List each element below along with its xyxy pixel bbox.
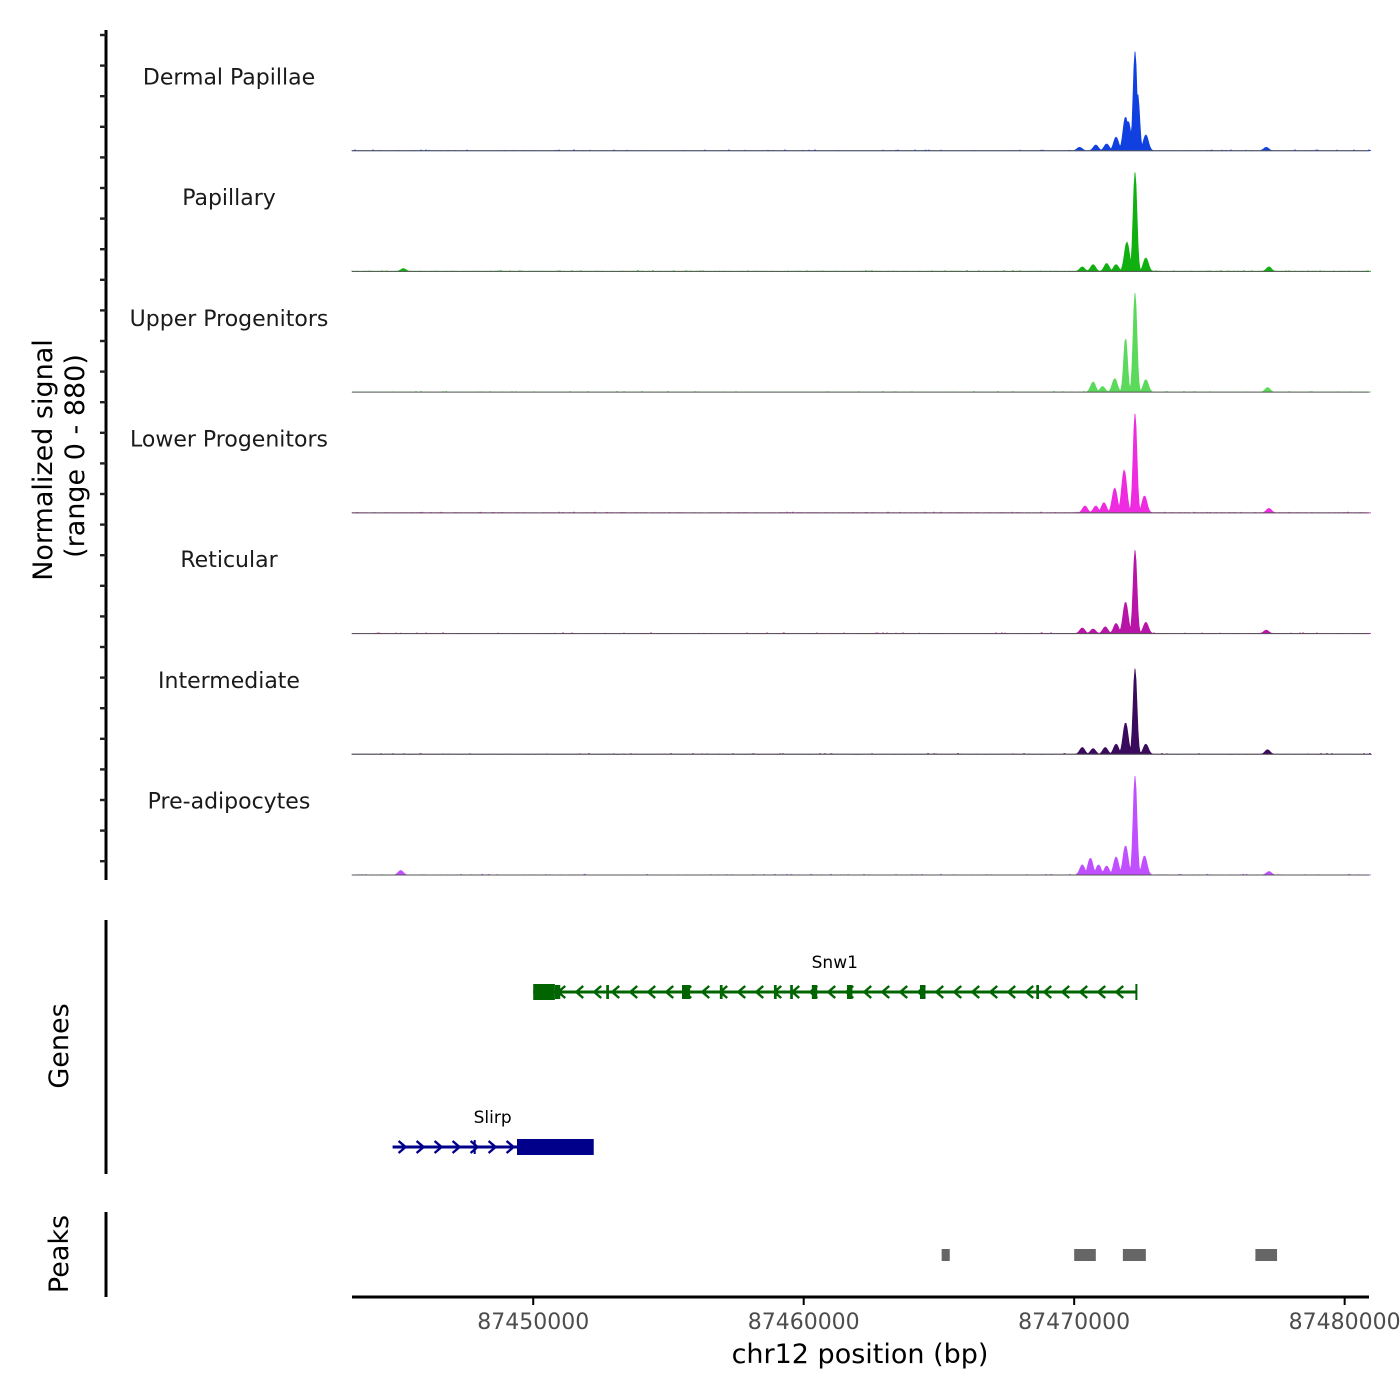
strand-arrow — [1006, 985, 1017, 999]
x-tick-label: 87480000 — [1289, 1310, 1400, 1335]
strand-arrow — [988, 985, 999, 999]
peak-region — [941, 1249, 950, 1261]
peak-region — [1255, 1249, 1278, 1261]
track-label: Intermediate — [158, 669, 300, 694]
exon — [719, 985, 723, 999]
x-tick-label: 87460000 — [748, 1310, 860, 1335]
x-axis-label: chr12 position (bp) — [732, 1339, 989, 1370]
peak-regions — [941, 1249, 1278, 1261]
strand-arrow — [1024, 985, 1035, 999]
strand-arrow — [487, 1140, 498, 1154]
strand-arrow — [970, 985, 981, 999]
peak-region — [1074, 1249, 1096, 1261]
track-label: Papillary — [182, 186, 276, 211]
track-reticular: Reticular — [180, 548, 1372, 635]
peak-region — [1122, 1249, 1146, 1261]
coverage-area — [351, 413, 1372, 514]
coverage-tracks: Dermal Papillae Papillary Upper Progenitor… — [130, 51, 1373, 876]
track-label: Dermal Papillae — [143, 65, 315, 90]
strand-arrow — [754, 985, 765, 999]
coverage-area — [351, 293, 1372, 393]
strand-arrow — [664, 985, 675, 999]
coverage-area — [351, 668, 1373, 755]
strand-arrow — [1096, 985, 1107, 999]
gene-annotations: Snw1 Slirp — [392, 953, 1138, 1155]
exon — [811, 985, 818, 999]
x-axis-ticks: 87450000 87460000 87470000 87480000 — [477, 1297, 1400, 1335]
exon — [773, 985, 777, 999]
track-label: Pre-adipocytes — [148, 790, 311, 815]
exon — [790, 985, 793, 999]
exon — [606, 985, 609, 999]
coverage-area — [351, 550, 1372, 635]
coverage-y-label-line2: (range 0 - 880) — [60, 354, 91, 558]
strand-arrow — [505, 1140, 516, 1154]
genes-label: Genes — [44, 1003, 75, 1088]
gene-snw1: Snw1 — [533, 953, 1138, 1000]
strand-arrow — [1060, 985, 1071, 999]
coverage-area — [351, 172, 1372, 272]
track-dermal-papillae: Dermal Papillae — [143, 51, 1372, 152]
strand-arrow — [451, 1140, 462, 1154]
track-label: Reticular — [180, 548, 278, 573]
strand-arrow — [934, 985, 945, 999]
strand-arrow — [592, 985, 603, 999]
gene-name: Snw1 — [812, 953, 858, 973]
coverage-y-label-line1: Normalized signal — [28, 339, 59, 581]
strand-arrow — [826, 985, 837, 999]
x-tick-label: 87450000 — [477, 1310, 589, 1335]
strand-arrow — [610, 985, 621, 999]
track-pre-adipocytes: Pre-adipocytes — [148, 775, 1372, 876]
strand-arrow — [415, 1140, 426, 1154]
x-tick-label: 87470000 — [1018, 1310, 1130, 1335]
strand-arrow — [646, 985, 657, 999]
strand-arrow — [1114, 985, 1125, 999]
exon — [1036, 985, 1040, 999]
coverage-area — [351, 775, 1372, 876]
strand-arrow — [952, 985, 963, 999]
track-intermediate: Intermediate — [158, 668, 1373, 755]
strand-arrow — [1078, 985, 1089, 999]
track-label: Lower Progenitors — [130, 427, 328, 452]
exon — [516, 1139, 593, 1155]
coverage-area — [351, 51, 1372, 152]
track-upper-progenitors: Upper Progenitors — [130, 293, 1372, 393]
coverage-y-ticks — [100, 33, 106, 863]
strand-arrow — [898, 985, 909, 999]
peaks-label: Peaks — [44, 1215, 75, 1293]
strand-arrow — [469, 1140, 480, 1154]
strand-arrow — [862, 985, 873, 999]
strand-arrow — [397, 1140, 408, 1154]
strand-arrow — [628, 985, 639, 999]
track-papillary: Papillary — [182, 172, 1372, 272]
exon — [554, 985, 561, 999]
strand-arrow — [880, 985, 891, 999]
exon — [681, 985, 691, 999]
track-lower-progenitors: Lower Progenitors — [130, 413, 1372, 514]
exon — [473, 1140, 476, 1154]
gene-slirp: Slirp — [392, 1108, 594, 1155]
strand-arrow — [736, 985, 747, 999]
exon — [846, 985, 853, 999]
strand-arrow — [433, 1140, 444, 1154]
track-label: Upper Progenitors — [130, 307, 329, 332]
gene-name: Slirp — [474, 1108, 512, 1128]
strand-arrow — [700, 985, 711, 999]
strand-arrow — [574, 985, 585, 999]
exon — [920, 985, 926, 999]
strand-arrow — [1042, 985, 1053, 999]
exon — [533, 984, 555, 1000]
